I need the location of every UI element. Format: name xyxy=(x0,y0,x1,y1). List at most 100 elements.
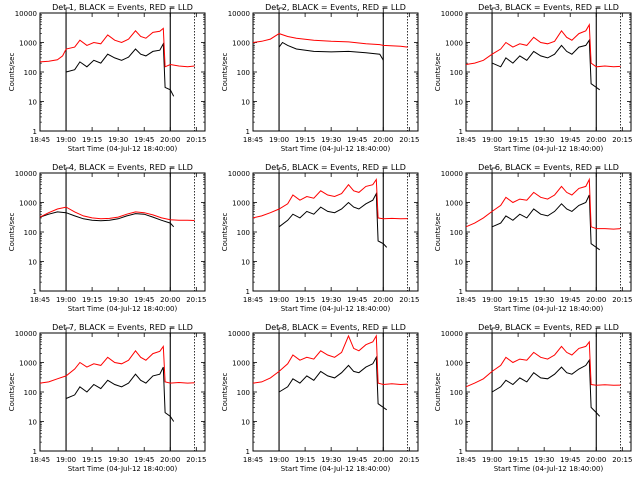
lld-series-line xyxy=(465,340,621,388)
x-tick-label: 19:45 xyxy=(134,296,154,304)
x-tick-label: 18:45 xyxy=(456,136,476,144)
x-tick-label: 18:45 xyxy=(243,456,263,464)
plot-frame xyxy=(465,332,632,452)
time-marker-flag xyxy=(169,7,175,14)
time-marker-flag xyxy=(65,7,71,14)
x-tick-label: 18:45 xyxy=(243,136,263,144)
events-series-line xyxy=(278,41,384,61)
panel-title: Det 9, BLACK = Events, RED = LLD xyxy=(478,323,619,332)
detector-panel-6: Det 6, BLACK = Events, RED = LLD 1 10 100 10… xyxy=(434,163,632,313)
x-tick-label: 19:30 xyxy=(108,296,128,304)
x-tick-label: 19:00 xyxy=(482,136,502,144)
y-tick-label: 10000 xyxy=(228,170,250,178)
y-tick-label: 10000 xyxy=(441,10,463,18)
x-tick-label: 19:30 xyxy=(321,296,341,304)
x-tick-label: 20:15 xyxy=(399,296,419,304)
panel-title: Det 2, BLACK = Events, RED = LLD xyxy=(265,3,406,12)
panel-title: Det 8, BLACK = Events, RED = LLD xyxy=(265,323,406,332)
time-marker-flag xyxy=(595,327,601,334)
y-tick-label: 10000 xyxy=(15,330,37,338)
x-tick-label: 19:45 xyxy=(347,456,367,464)
x-tick-label: 19:15 xyxy=(295,296,315,304)
x-axis-label: Start Time (04-Jul-12 18:40:00) xyxy=(281,305,391,313)
time-marker-flag xyxy=(278,7,284,14)
y-tick-label: 10 xyxy=(241,99,250,107)
events-series-line xyxy=(278,355,387,411)
y-axis-label: Counts/sec xyxy=(434,213,442,252)
y-tick-label: 10 xyxy=(28,419,37,427)
x-tick-label: 19:15 xyxy=(82,296,102,304)
y-tick-label: 10000 xyxy=(441,170,463,178)
y-tick-label: 1000 xyxy=(232,360,250,368)
x-axis-label: Start Time (04-Jul-12 18:40:00) xyxy=(494,305,604,313)
x-tick-label: 20:15 xyxy=(186,296,206,304)
x-tick-label: 20:00 xyxy=(373,456,393,464)
time-marker-flag xyxy=(382,167,388,174)
x-tick-label: 20:00 xyxy=(373,296,393,304)
x-tick-label: 18:45 xyxy=(30,456,50,464)
plot-frame xyxy=(39,12,206,132)
time-marker-flag xyxy=(169,327,175,334)
x-tick-label: 19:30 xyxy=(534,456,554,464)
y-tick-label: 10000 xyxy=(15,10,37,18)
events-series-line xyxy=(39,211,175,228)
plot-frame xyxy=(465,172,632,292)
detector-panel-7: Det 7, BLACK = Events, RED = LLD 1 10 100 10… xyxy=(8,323,206,473)
lld-series-line xyxy=(465,177,621,230)
x-tick-label: 19:45 xyxy=(347,296,367,304)
y-tick-label: 10000 xyxy=(15,170,37,178)
y-tick-label: 10 xyxy=(28,99,37,107)
y-tick-label: 1000 xyxy=(445,40,463,48)
x-tick-label: 19:15 xyxy=(508,456,528,464)
y-tick-label: 100 xyxy=(237,389,250,397)
events-series-line xyxy=(65,366,175,422)
x-tick-label: 19:15 xyxy=(295,136,315,144)
detector-panel-3: Det 3, BLACK = Events, RED = LLD 1 10 100 10… xyxy=(434,3,632,153)
y-axis-label: Counts/sec xyxy=(221,373,229,412)
x-tick-label: 19:45 xyxy=(560,456,580,464)
x-tick-label: 20:00 xyxy=(586,456,606,464)
time-marker-flag xyxy=(491,167,497,174)
time-marker-flag xyxy=(65,327,71,334)
lld-series-line xyxy=(39,27,195,68)
y-tick-label: 1 xyxy=(459,448,463,456)
y-tick-label: 100 xyxy=(450,229,463,237)
plot-frame xyxy=(252,172,419,292)
x-tick-label: 19:00 xyxy=(269,456,289,464)
y-tick-label: 1 xyxy=(246,448,250,456)
x-tick-label: 20:00 xyxy=(586,296,606,304)
y-tick-label: 100 xyxy=(450,389,463,397)
x-tick-label: 20:15 xyxy=(612,456,632,464)
events-series-line xyxy=(491,38,600,91)
x-tick-label: 19:45 xyxy=(347,136,367,144)
y-axis-label: Counts/sec xyxy=(221,213,229,252)
y-tick-label: 100 xyxy=(237,69,250,77)
x-tick-label: 18:45 xyxy=(243,296,263,304)
x-tick-label: 18:45 xyxy=(456,296,476,304)
plot-frame xyxy=(252,332,419,452)
events-series-line xyxy=(491,358,601,417)
detector-panel-1: Det 1, BLACK = Events, RED = LLD 1 10 100 10… xyxy=(8,3,206,153)
detector-panel-5: Det 5, BLACK = Events, RED = LLD 1 10 100 10… xyxy=(221,163,419,313)
x-tick-label: 19:30 xyxy=(108,456,128,464)
x-tick-label: 20:15 xyxy=(186,136,206,144)
x-tick-label: 19:15 xyxy=(508,136,528,144)
x-tick-label: 19:00 xyxy=(56,296,76,304)
y-tick-label: 1 xyxy=(459,288,463,296)
y-tick-label: 100 xyxy=(237,229,250,237)
x-axis-label: Start Time (04-Jul-12 18:40:00) xyxy=(68,145,178,153)
x-tick-label: 18:45 xyxy=(30,296,50,304)
y-tick-label: 100 xyxy=(24,69,37,77)
events-series-line xyxy=(65,41,175,97)
x-tick-label: 19:45 xyxy=(134,136,154,144)
x-tick-label: 20:00 xyxy=(160,296,180,304)
plot-frame xyxy=(39,332,206,452)
lld-series-line xyxy=(465,22,621,68)
panel-title: Det 3, BLACK = Events, RED = LLD xyxy=(478,3,619,12)
time-marker-flag xyxy=(65,167,71,174)
panel-title: Det 1, BLACK = Events, RED = LLD xyxy=(52,3,193,12)
detector-panel-2: Det 2, BLACK = Events, RED = LLD 1 10 100 10… xyxy=(221,3,419,153)
x-tick-label: 19:15 xyxy=(508,296,528,304)
x-tick-label: 19:45 xyxy=(134,456,154,464)
x-tick-label: 19:15 xyxy=(82,456,102,464)
